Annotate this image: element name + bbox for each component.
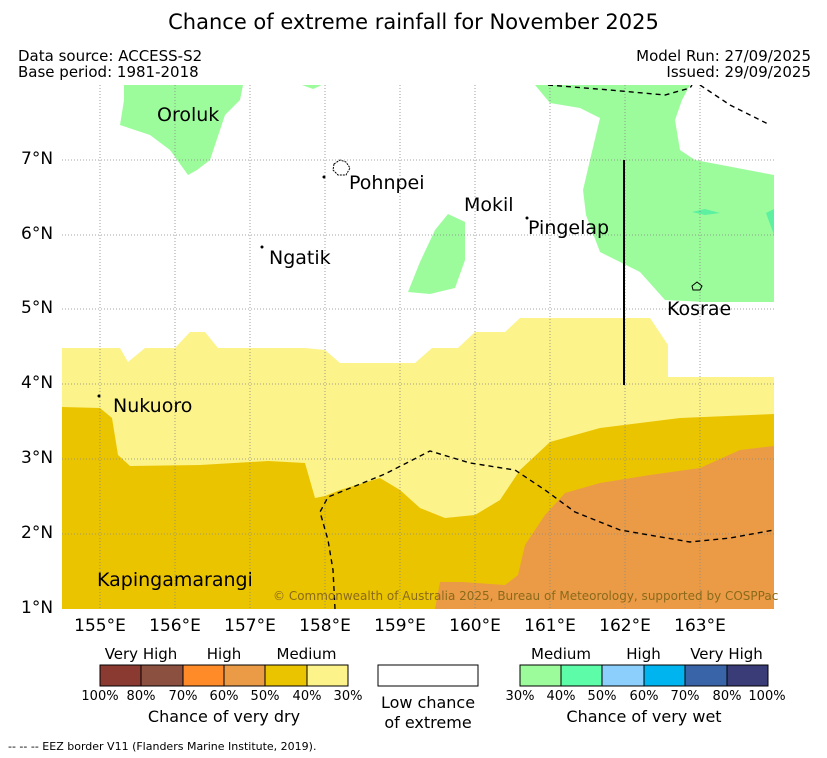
wet-pct-label: 80%	[712, 689, 742, 704]
place-pohnpei: Pohnpei	[349, 172, 425, 194]
wet-swatch-2	[560, 664, 603, 687]
dry-swatch-2	[140, 664, 184, 687]
wet-region-small	[302, 85, 322, 89]
nukuoro-island	[97, 394, 101, 398]
islands	[97, 159, 703, 398]
lon-tick: 161°E	[524, 616, 576, 636]
lon-tick: 159°E	[374, 616, 426, 636]
dry-swatch-5	[264, 664, 308, 687]
place-pingelap: Pingelap	[528, 217, 610, 239]
place-kosrae: Kosrae	[667, 298, 732, 320]
wet-group-label: Very High	[690, 645, 763, 663]
pohnpei-dot	[322, 175, 326, 179]
wet-legend-title: Chance of very wet	[566, 707, 722, 726]
wet-group-label: High	[626, 645, 661, 663]
wet-region-east	[535, 85, 774, 302]
lat-tick: 7°N	[21, 149, 54, 169]
dry-pct-label: 50%	[250, 689, 280, 704]
wet-pct-label: 100%	[748, 689, 786, 704]
dry-pct-label: 70%	[168, 689, 198, 704]
wet-pct-label: 70%	[670, 689, 700, 704]
wet-swatch-3	[601, 664, 645, 687]
eez-footnote: -- -- -- EEZ border V11 (Flanders Marine…	[8, 740, 317, 753]
dry-legend-bar	[99, 664, 349, 687]
lat-tick: 5°N	[21, 298, 54, 318]
copyright-notice: © Commonwealth of Australia 2025, Bureau…	[273, 589, 779, 603]
dry-group-label: High	[206, 645, 242, 663]
wet-pct-label: 30%	[505, 689, 535, 704]
wet-legend-bar	[519, 664, 769, 687]
wet-pct-label: 50%	[587, 689, 617, 704]
place-ngatik: Ngatik	[269, 247, 331, 269]
dry-swatch-6	[306, 664, 349, 687]
wet-swatch-1	[519, 664, 562, 687]
lon-tick: 155°E	[74, 616, 126, 636]
place-mokil: Mokil	[464, 194, 514, 216]
lon-tick: 163°E	[674, 616, 726, 636]
lat-tick: 1°N	[21, 598, 54, 618]
kosrae-island	[691, 281, 703, 291]
lon-tick: 160°E	[449, 616, 501, 636]
base-period-label: Base period: 1981-2018	[18, 63, 199, 81]
dry-legend-title: Chance of very dry	[147, 707, 301, 726]
data-source-label: Data source: ACCESS-S2	[18, 47, 203, 65]
place-nukuoro: Nukuoro	[113, 395, 193, 417]
place-kapingamarangi: Kapingamarangi	[97, 569, 253, 591]
lon-tick: 162°E	[599, 616, 651, 636]
wet-swatch-5	[684, 664, 728, 687]
neutral-swatch	[377, 664, 479, 687]
mokil-dot	[525, 216, 529, 220]
place-oroluk: Oroluk	[157, 104, 220, 126]
wet-swatch-6	[726, 664, 769, 687]
neutral-legend-title-2: of extreme	[384, 713, 472, 732]
dry-pct-label: 80%	[126, 689, 156, 704]
map-title: Chance of extreme rainfall for November …	[168, 10, 659, 34]
map-area[interactable]	[62, 85, 774, 609]
wet-swatch-4	[643, 664, 686, 687]
wet-region-mokil	[408, 214, 465, 294]
dry-pct-label: 100%	[81, 689, 119, 704]
issued-label: Issued: 29/09/2025	[666, 63, 811, 81]
ngatik-island	[260, 245, 264, 249]
eez-borders	[319, 85, 774, 609]
model-run-label: Model Run: 27/09/2025	[636, 47, 811, 65]
lon-tick: 158°E	[299, 616, 351, 636]
wet-medium-strong-patch	[692, 209, 720, 215]
neutral-legend-title-1: Low chance	[380, 693, 476, 712]
wet-medium-strong-edge	[766, 209, 774, 235]
dry-high-region	[435, 446, 774, 609]
dry-pct-label: 40%	[292, 689, 322, 704]
dry-swatch-1	[99, 664, 142, 687]
wet-region-oroluk	[120, 85, 243, 175]
lat-tick: 4°N	[21, 373, 54, 393]
dry-group-label: Very High	[104, 645, 178, 663]
dry-group-label: Medium	[276, 645, 337, 663]
wet-pct-label: 40%	[546, 689, 576, 704]
dry-pct-label: 30%	[333, 689, 363, 704]
pohnpei-island	[332, 159, 351, 176]
lat-tick: 2°N	[21, 523, 54, 543]
lon-tick: 157°E	[224, 616, 276, 636]
dry-swatch-3	[182, 664, 225, 687]
lat-tick: 6°N	[21, 224, 54, 244]
dry-pct-label: 60%	[209, 689, 239, 704]
lon-tick: 156°E	[149, 616, 201, 636]
wet-group-label: Medium	[531, 645, 591, 663]
dry-swatch-4	[223, 664, 266, 687]
lat-tick: 3°N	[21, 448, 54, 468]
wet-pct-label: 60%	[629, 689, 659, 704]
